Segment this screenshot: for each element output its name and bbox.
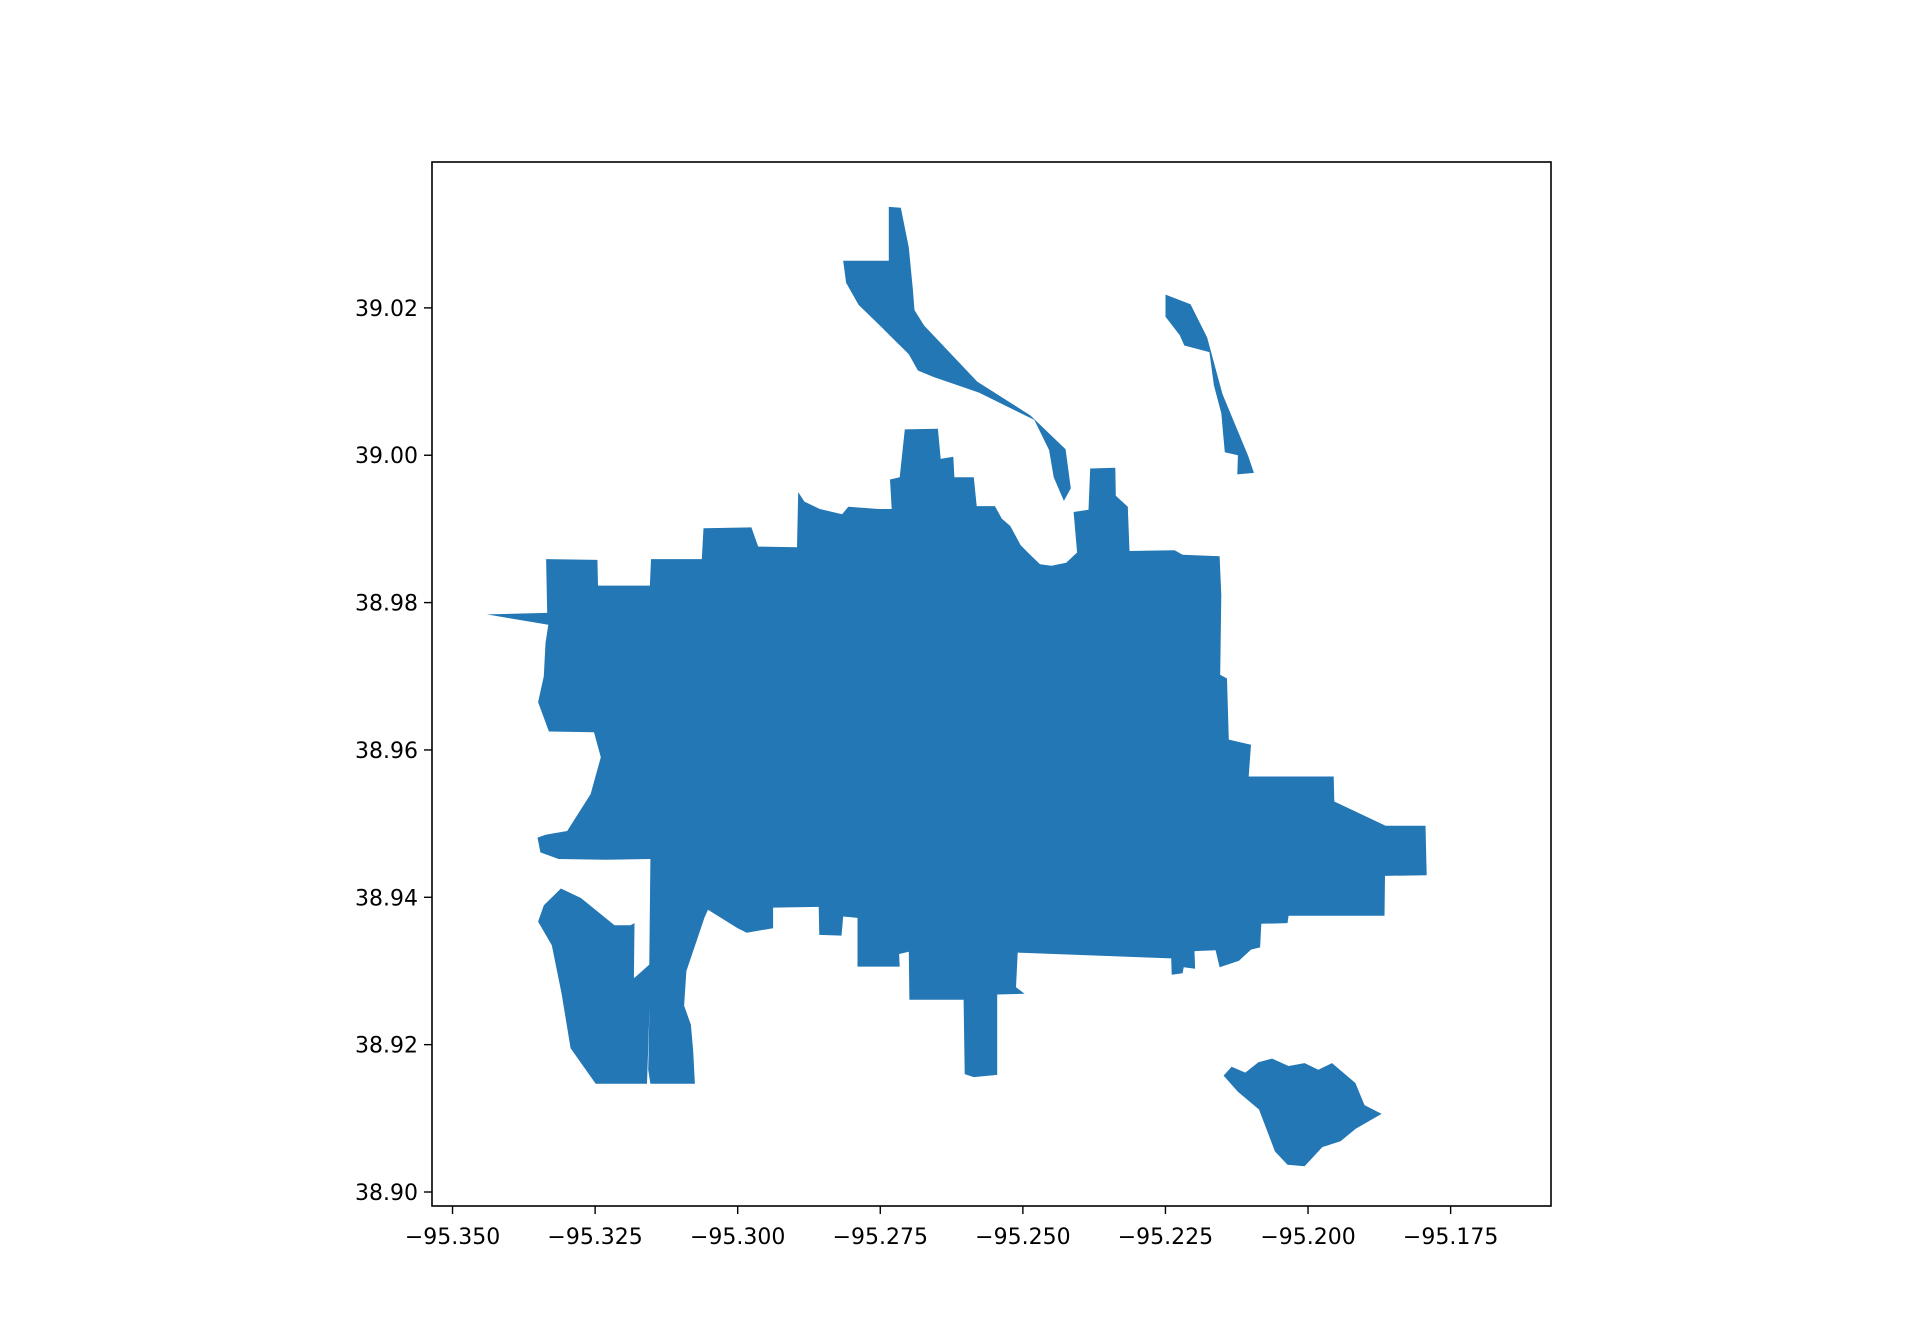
y-tick-label: 38.96	[355, 739, 418, 764]
x-tick-label: −95.250	[975, 1225, 1070, 1250]
y-tick-label: 39.02	[355, 297, 418, 322]
region-southeast-parcel	[1223, 1058, 1382, 1167]
x-tick-label: −95.200	[1260, 1225, 1355, 1250]
y-tick-label: 39.00	[355, 444, 418, 469]
x-tick-label: −95.300	[690, 1225, 785, 1250]
axes-frame	[431, 161, 1552, 1207]
y-axis: 38.90 38.92 38.94 38.96 38.98 39.00 39.02	[355, 297, 432, 1206]
x-tick-label: −95.275	[833, 1225, 928, 1250]
y-tick-label: 38.98	[355, 592, 418, 617]
region-northeast-strip	[1165, 294, 1254, 475]
x-axis: −95.350 −95.325 −95.300 −95.275 −95.250 −95.2…	[405, 1206, 1498, 1250]
y-tick-label: 38.90	[355, 1181, 418, 1206]
region-north-river-strip	[843, 206, 1071, 501]
x-tick-label: −95.225	[1118, 1225, 1213, 1250]
y-tick-label: 38.94	[355, 886, 418, 911]
map-regions	[486, 206, 1427, 1167]
x-tick-label: −95.325	[547, 1225, 642, 1250]
region-main	[486, 428, 1427, 1084]
y-tick-label: 38.92	[355, 1034, 418, 1059]
x-tick-label: −95.175	[1403, 1225, 1498, 1250]
region-southwest-strip	[538, 888, 651, 1084]
x-tick-label: −95.350	[405, 1225, 500, 1250]
